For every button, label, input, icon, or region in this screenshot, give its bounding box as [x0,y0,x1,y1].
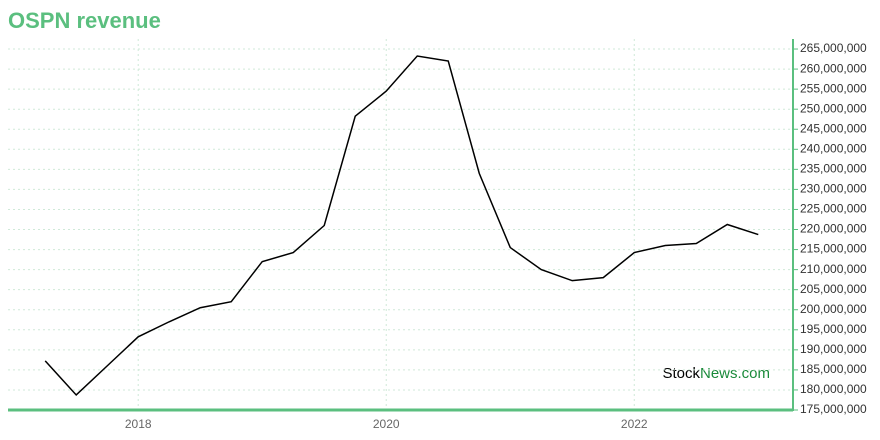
watermark-part: Stock [662,365,700,382]
y-tick-label: 215,000,000 [800,242,867,256]
y-tick-label: 265,000,000 [800,41,867,55]
chart-title: OSPN revenue [8,8,161,33]
y-tick-label: 255,000,000 [800,81,867,95]
line-series [44,55,759,397]
y-tick-label: 185,000,000 [800,362,867,376]
y-tick-label: 195,000,000 [800,322,867,336]
y-tick-label: 210,000,000 [800,262,867,276]
y-tick-label: 225,000,000 [800,202,867,216]
y-tick-label: 250,000,000 [800,101,867,115]
y-tick-label: 190,000,000 [800,342,867,356]
y-tick-label: 260,000,000 [800,61,867,75]
y-tick-label: 235,000,000 [800,162,867,176]
x-tick-label: 2020 [373,417,400,431]
y-tick-label: 200,000,000 [800,302,867,316]
x-tick-label: 2018 [125,417,152,431]
watermark: StockNews.com [662,365,770,382]
y-tick-label: 230,000,000 [800,182,867,196]
y-tick-label: 180,000,000 [800,382,867,396]
y-tick-label: 220,000,000 [800,222,867,236]
y-tick-label: 205,000,000 [800,282,867,296]
y-tick-label: 240,000,000 [800,141,867,155]
x-tick-label: 2022 [621,417,648,431]
watermark-part: News.com [700,365,770,382]
y-tick-label: 175,000,000 [800,402,867,416]
y-tick-label: 245,000,000 [800,121,867,135]
